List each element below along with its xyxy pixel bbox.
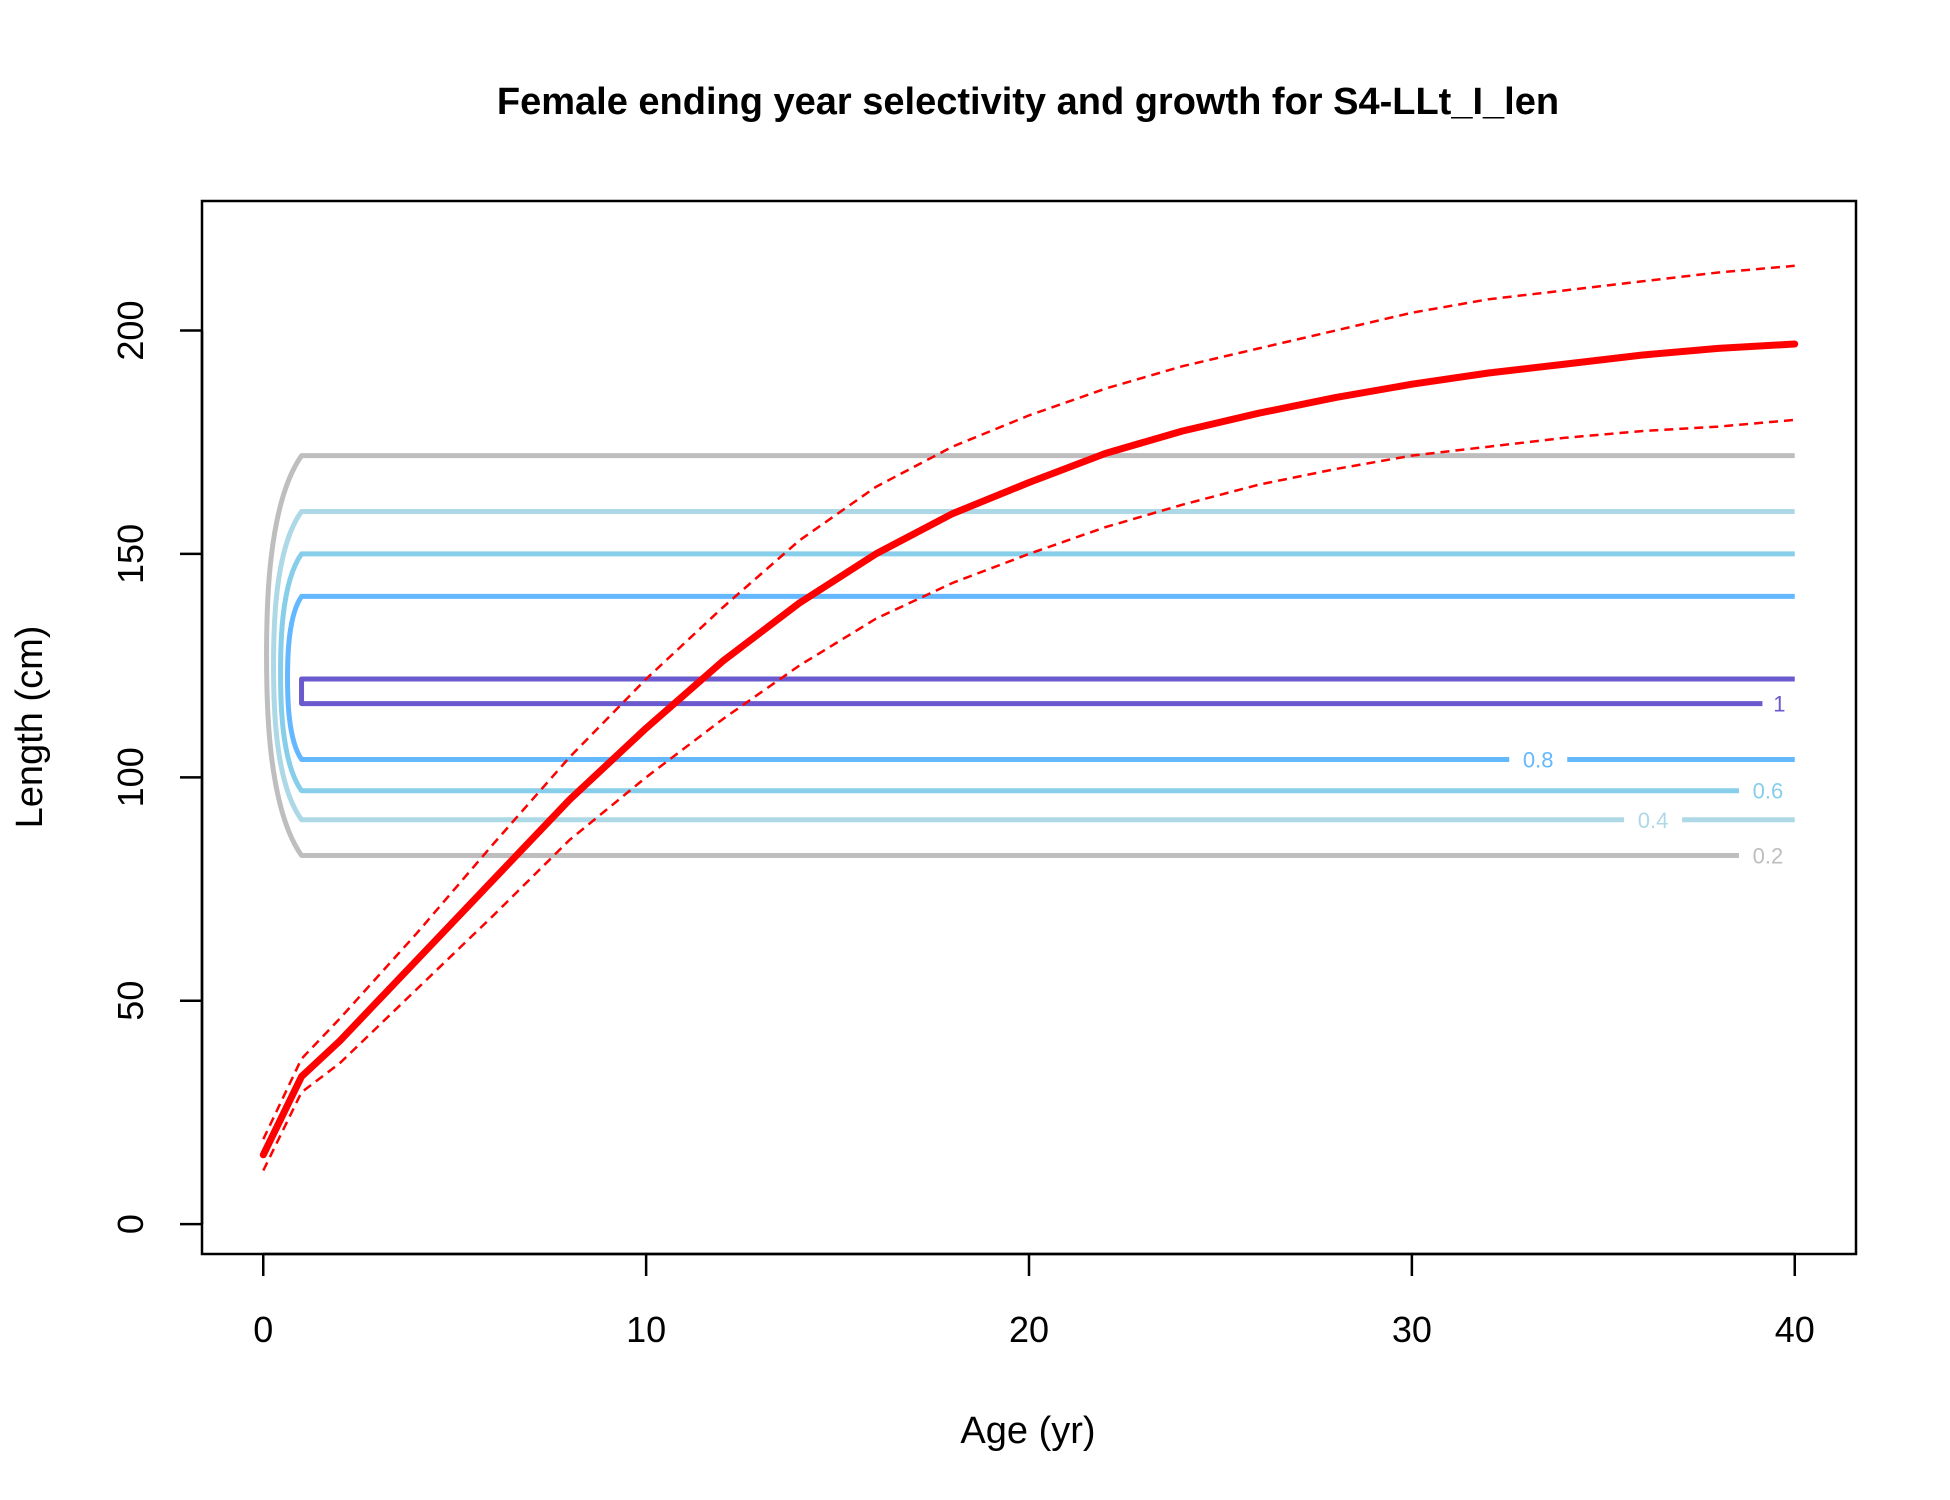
- growth-upper-ci-line: [262, 264, 1795, 1140]
- y-tick-label: 50: [110, 981, 151, 1021]
- contour-label-0.2: 0.2: [1753, 843, 1784, 868]
- contour-line-0.8: [285, 593, 1795, 762]
- contour-label-0.4: 0.4: [1638, 808, 1669, 833]
- selectivity-contours: 0.2 0.4 0.6 0.8 1: [264, 453, 1795, 868]
- x-tick-label: 0: [253, 1309, 273, 1350]
- growth-curves: [259, 264, 1799, 1172]
- y-tick-label: 100: [110, 747, 151, 807]
- growth-lower-ci-line: [262, 418, 1795, 1172]
- y-tick-label: 0: [110, 1214, 151, 1234]
- x-tick-label: 20: [1009, 1309, 1049, 1350]
- contour-label-1: 1: [1773, 692, 1785, 717]
- y-tick-label: 200: [110, 301, 151, 361]
- x-axis-label: Age (yr): [960, 1410, 1095, 1452]
- contour-line-0.2: [264, 453, 1795, 858]
- growth-mean-line: [259, 340, 1799, 1159]
- y-tick-label: 150: [110, 524, 151, 584]
- y-axis-label: Length (cm): [9, 626, 51, 829]
- contour-line-1: [299, 676, 1795, 707]
- chart-title: Female ending year selectivity and growt…: [497, 81, 1559, 123]
- y-axis: 0 50 100 150 200: [110, 301, 204, 1234]
- x-tick-label: 40: [1775, 1309, 1815, 1350]
- x-axis: 0 10 20 30 40: [253, 1252, 1815, 1350]
- contour-line-0.6: [278, 551, 1795, 794]
- contour-label-0.6: 0.6: [1753, 779, 1784, 804]
- contour-line-0.4: [271, 508, 1795, 823]
- x-tick-label: 10: [626, 1309, 666, 1350]
- contour-label-0.8: 0.8: [1523, 747, 1554, 772]
- x-tick-label: 30: [1392, 1309, 1432, 1350]
